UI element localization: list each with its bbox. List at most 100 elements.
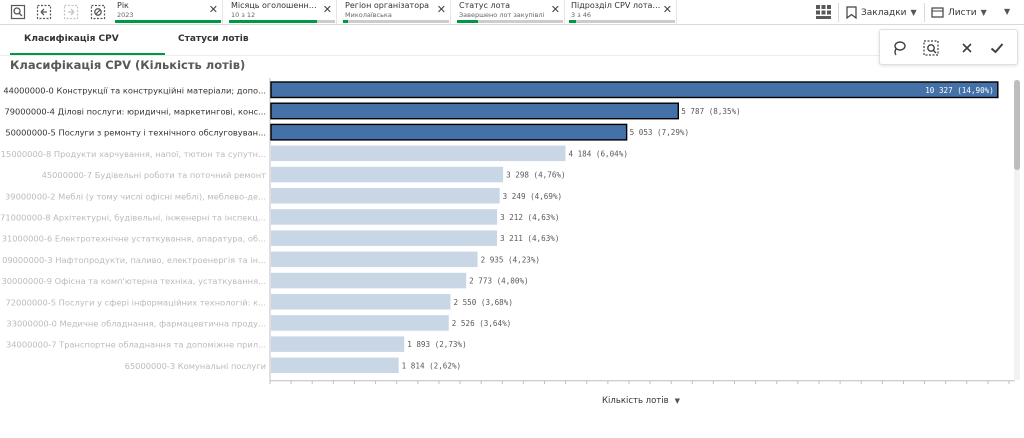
chart-scrollbar[interactable] [1014, 80, 1020, 380]
chip-selection-bar [343, 20, 449, 23]
step-back-icon[interactable] [36, 4, 52, 20]
clear-selections-icon[interactable] [90, 4, 106, 20]
bar[interactable] [271, 272, 467, 289]
data-label: 2 935 (4,23%) [481, 255, 540, 264]
step-forward-icon[interactable] [63, 4, 79, 20]
filter-chip-region[interactable]: Регіон організатора Миколаївська ✕ [341, 0, 451, 24]
smart-search-icon[interactable] [10, 4, 26, 20]
chip-selection-fill [343, 20, 349, 23]
filter-chip-month[interactable]: Місяць оголошення ... 10 з 12 ✕ [227, 0, 337, 24]
x-axis-label: Кількість лотів [602, 396, 669, 406]
category-label[interactable]: 39000000-2 Меблі (у тому числі офісні ме… [5, 191, 266, 201]
chip-value: Миколаївська [345, 11, 392, 19]
tab-cpv-classification[interactable]: Класифікація CPV [24, 34, 119, 44]
sheets-label: Листи [948, 7, 977, 18]
chip-title: Рік [117, 1, 129, 10]
lasso-icon[interactable] [890, 39, 908, 57]
bar[interactable] [270, 102, 679, 120]
sheets-button[interactable]: Листи ▼ [931, 3, 987, 22]
category-label[interactable]: 65000000-3 Комунальні послуги [125, 361, 266, 371]
chip-selection-fill [229, 20, 317, 23]
chip-selection-bar [457, 20, 563, 23]
close-icon[interactable]: ✕ [436, 3, 446, 16]
bar[interactable] [271, 230, 497, 246]
category-label[interactable]: 50000000-5 Послуги з ремонту і технічног… [5, 128, 266, 138]
filter-chip-lot-status[interactable]: Статус лота Завершено лот закупівлі ✕ [455, 0, 565, 24]
category-label[interactable]: 09000000-3 Нафтопродукти, паливо, електр… [2, 255, 266, 265]
toolbar-divider [924, 3, 925, 22]
bookmarks-button[interactable]: Закладки ▼ [846, 3, 917, 22]
bar[interactable] [271, 294, 451, 310]
bookmark-icon [846, 6, 857, 19]
selection-bar: Рік 2023 ✕ Місяць оголошення ... 10 з 12… [0, 0, 1024, 25]
category-label[interactable]: 79000000-4 Ділові послуги: юридичні, мар… [4, 106, 266, 116]
chevron-down-icon[interactable]: ▼ [1004, 7, 1011, 16]
category-label[interactable]: 72000000-5 Послуги у сфері інформаційних… [6, 297, 267, 307]
confirm-icon[interactable] [988, 39, 1006, 57]
data-label: 3 212 (4,63%) [500, 213, 559, 222]
category-label[interactable]: 31000000-6 Електротехнічне устаткування,… [2, 234, 266, 244]
bar[interactable] [271, 145, 566, 162]
category-label[interactable]: 45000000-7 Будівельні роботи та поточний… [42, 170, 267, 180]
filter-chip-year[interactable]: Рік 2023 ✕ [113, 0, 223, 24]
category-label[interactable]: 44000000-0 Конструкції та конструкційні … [3, 85, 266, 95]
close-icon[interactable]: ✕ [550, 3, 560, 16]
chip-title: Статус лота [459, 1, 511, 10]
bar-chart[interactable]: 44000000-0 Конструкції та конструкційні … [0, 78, 1016, 384]
bar[interactable] [271, 209, 498, 225]
selection-toolbar [879, 29, 1018, 65]
bar[interactable] [271, 188, 500, 204]
data-label: 1 814 (2,62%) [402, 361, 461, 370]
chip-selection-bar [229, 20, 335, 23]
data-label: 3 211 (4,63%) [500, 234, 559, 243]
bar[interactable] [271, 166, 504, 183]
bar[interactable] [270, 123, 628, 141]
scrollbar-thumb[interactable] [1014, 80, 1020, 170]
caret-down-icon: ▼ [674, 397, 681, 405]
filter-chip-cpv-subdivision[interactable]: Підрозділ CPV лота ... 3 з 46 ✕ [567, 0, 677, 24]
active-tab-indicator [10, 53, 165, 55]
data-label: 1 893 (2,73%) [407, 340, 466, 349]
data-label: 3 249 (4,69%) [503, 192, 562, 201]
chip-selection-bar [569, 20, 675, 23]
bar[interactable] [270, 81, 999, 99]
chip-selection-fill [115, 20, 221, 23]
chip-title: Підрозділ CPV лота ... [571, 1, 661, 10]
measure-selector[interactable]: Кількість лотів ▼ [602, 396, 680, 406]
data-label: 5 053 (7,29%) [630, 128, 689, 137]
chip-title: Регіон організатора [345, 1, 430, 10]
sheets-icon [931, 7, 944, 18]
chip-selection-bar [115, 20, 221, 23]
tabs-divider [0, 55, 880, 56]
data-label: 2 526 (3,64%) [452, 319, 511, 328]
close-icon[interactable]: ✕ [208, 3, 218, 16]
data-label: 10 327 (14,90%) [925, 86, 994, 95]
data-label: 2 773 (4,00%) [469, 277, 528, 286]
chip-value: 2023 [117, 11, 134, 19]
bar[interactable] [271, 315, 449, 331]
chip-selection-fill [457, 20, 479, 23]
bar-chart-svg[interactable]: 44000000-0 Конструкції та конструкційні … [0, 78, 1016, 384]
tab-lot-statuses[interactable]: Статуси лотів [178, 34, 249, 44]
category-label[interactable]: 15000000-8 Продукти харчування, напої, т… [1, 149, 266, 159]
category-label[interactable]: 34000000-7 Транспортне обладнання та доп… [6, 340, 266, 350]
bar[interactable] [271, 357, 399, 374]
chip-value: Завершено лот закупівлі [459, 11, 545, 19]
chevron-down-icon: ▼ [980, 8, 987, 17]
data-label: 3 298 (4,76%) [506, 171, 565, 180]
close-icon[interactable]: ✕ [322, 3, 332, 16]
chart-title: Класифікація CPV (Кількість лотів) [10, 58, 246, 72]
close-icon[interactable]: ✕ [662, 3, 672, 16]
bar[interactable] [271, 251, 478, 268]
chip-value: 10 з 12 [231, 11, 256, 19]
category-label[interactable]: 71000000-8 Архітектурні, будівельні, інж… [0, 212, 266, 222]
category-label[interactable]: 33000000-0 Медичне обладнання, фармацевт… [6, 318, 266, 328]
cancel-icon[interactable] [958, 39, 976, 57]
selections-tool-icon[interactable] [816, 5, 831, 20]
chevron-down-icon: ▼ [910, 8, 917, 17]
category-label[interactable]: 30000000-9 Офісна та комп'ютерна техніка… [1, 276, 266, 286]
select-values-icon[interactable] [922, 39, 940, 57]
data-label: 2 550 (3,68%) [453, 298, 512, 307]
bar[interactable] [271, 336, 405, 352]
toolbar-divider [838, 3, 839, 22]
